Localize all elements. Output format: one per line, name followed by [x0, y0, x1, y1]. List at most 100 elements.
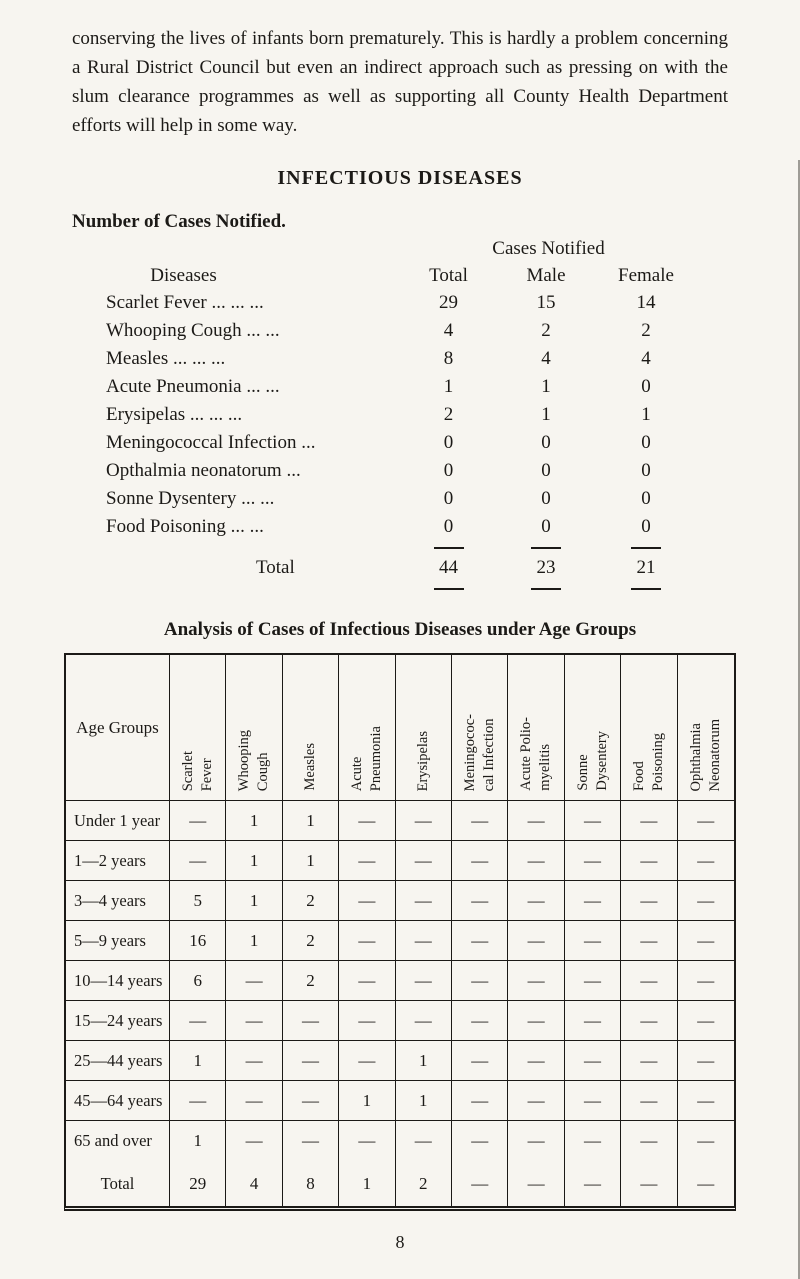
age-group-label: 65 and over: [66, 1121, 170, 1161]
disease-label: Scarlet Fever ... ... ...: [106, 292, 264, 313]
cases-column-header-row: Diseases Total Male Female: [106, 262, 696, 289]
case-count: —: [621, 1081, 678, 1120]
case-count: —: [452, 841, 509, 880]
case-count: —: [339, 1121, 396, 1161]
female-value: 4: [641, 348, 651, 369]
female-column-header: Female: [618, 265, 674, 286]
cases-total-female: 21: [636, 557, 656, 578]
male-value: 15: [536, 292, 556, 313]
case-count: —: [452, 1121, 509, 1161]
case-count: —: [508, 1001, 565, 1040]
case-count: 2: [283, 961, 340, 1000]
disease-column-header-line: Whooping: [236, 729, 253, 791]
male-value: 0: [541, 432, 551, 453]
cases-row: Acute Pneumonia ... ... 1 1 0: [106, 373, 696, 401]
age-total-count: 29: [170, 1161, 227, 1206]
disease-column-header-line: Sonne: [574, 754, 591, 791]
case-count: —: [565, 1081, 622, 1120]
case-count: —: [697, 1090, 715, 1110]
case-count: —: [565, 921, 622, 960]
total-column-header: Total: [429, 265, 468, 286]
disease-label: Measles ... ... ...: [106, 348, 226, 369]
age-total-count: —: [452, 1161, 509, 1206]
total-value: 4: [443, 320, 454, 341]
disease-column-header-line: Ophthalmia: [687, 722, 704, 791]
section-heading: INFECTIOUS DISEASES: [277, 167, 523, 189]
case-count: 2: [283, 921, 340, 960]
age-group-label: 10—14 years: [66, 961, 170, 1000]
total-value: 2: [443, 404, 454, 425]
disease-column-header-line: Cough: [255, 752, 272, 791]
case-count: —: [339, 841, 396, 880]
case-count: —: [396, 1001, 452, 1040]
case-count: —: [508, 921, 565, 960]
female-value: 0: [641, 376, 651, 397]
case-count: 1: [396, 1041, 452, 1080]
disease-column-header-line: Neonatorum: [706, 718, 723, 791]
disease-column-header-line: Acute Polio-: [518, 717, 535, 791]
disease-column-header-line: myelitis: [537, 744, 554, 791]
cases-notified-group-header: Cases Notified: [492, 238, 605, 259]
age-total-count: 8: [283, 1161, 340, 1206]
case-count: —: [565, 841, 622, 880]
case-count: —: [508, 1041, 565, 1080]
case-count: —: [396, 841, 452, 880]
intro-paragraph: conserving the lives of infants born pre…: [72, 28, 728, 136]
case-count: —: [396, 1121, 452, 1161]
age-row: 5—9 years 16 1 2— — — — — — —: [66, 921, 734, 961]
disease-column-header: Whooping Cough: [226, 655, 283, 800]
case-count: —: [283, 1081, 340, 1120]
case-count: —: [226, 1001, 283, 1040]
cases-row: Whooping Cough ... ... 4 2 2: [106, 317, 696, 345]
case-count: —: [697, 1131, 715, 1150]
total-value: 29: [439, 292, 458, 313]
case-count: —: [565, 881, 622, 920]
female-value: 0: [641, 516, 651, 537]
case-count: —: [170, 1081, 227, 1120]
disease-label: Whooping Cough ... ...: [106, 320, 280, 341]
age-group-label: Under 1 year: [66, 801, 170, 840]
case-count: —: [621, 921, 678, 960]
cases-total-total: 44: [439, 557, 458, 578]
case-count: —: [565, 801, 622, 840]
total-value: 0: [443, 460, 454, 481]
male-value: 0: [541, 516, 551, 537]
disease-column-header-line: Poisoning: [649, 732, 666, 791]
age-analysis-table: Age Groups Scarlet Fever Whooping Cough Meas…: [64, 653, 736, 1211]
age-total-count: —: [508, 1161, 565, 1206]
case-count: —: [508, 881, 565, 920]
case-count: —: [226, 1041, 283, 1080]
case-count: —: [697, 1050, 715, 1070]
case-count: —: [697, 1010, 715, 1030]
diseases-column-header: Diseases: [150, 265, 217, 286]
case-count: —: [452, 1081, 509, 1120]
case-count: —: [452, 961, 509, 1000]
age-row: 65 and over 1— — — — — — — — —: [66, 1121, 734, 1161]
case-count: 1: [226, 921, 283, 960]
age-group-label: 3—4 years: [66, 881, 170, 920]
cases-total-male: 23: [536, 557, 556, 578]
case-count: —: [396, 801, 452, 840]
case-count: —: [565, 1001, 622, 1040]
disease-column-header: Sonne Dysentery: [565, 655, 622, 800]
disease-label: Meningococcal Infection ...: [106, 432, 316, 453]
cases-row: Sonne Dysentery ... ... 0 0 0: [106, 485, 696, 513]
cases-group-header-row: Cases Notified: [106, 236, 696, 262]
case-count: 16: [170, 921, 227, 960]
cases-row: Erysipelas ... ... ... 2 1 1: [106, 401, 696, 429]
age-table-header-row: Age Groups Scarlet Fever Whooping Cough Meas…: [66, 655, 734, 801]
case-count: —: [339, 921, 396, 960]
age-table-body: Under 1 year —1 1— — — — — — —1—2 years —1 1— — — — — —…: [66, 801, 734, 1161]
cases-total-label: Total: [256, 557, 295, 578]
disease-column-header-line: Food: [631, 761, 648, 791]
case-count: —: [621, 881, 678, 920]
age-row: 25—44 years 1— — —1— — — — —: [66, 1041, 734, 1081]
age-group-label: 45—64 years: [66, 1081, 170, 1120]
disease-column-header: Acute Pneumonia: [339, 655, 396, 800]
age-total-count: 4: [226, 1161, 283, 1206]
total-separator-top: [106, 541, 696, 554]
case-count: —: [621, 801, 678, 840]
age-row: 10—14 years 6—2— — — — — — —: [66, 961, 734, 1001]
female-value: 0: [641, 432, 651, 453]
